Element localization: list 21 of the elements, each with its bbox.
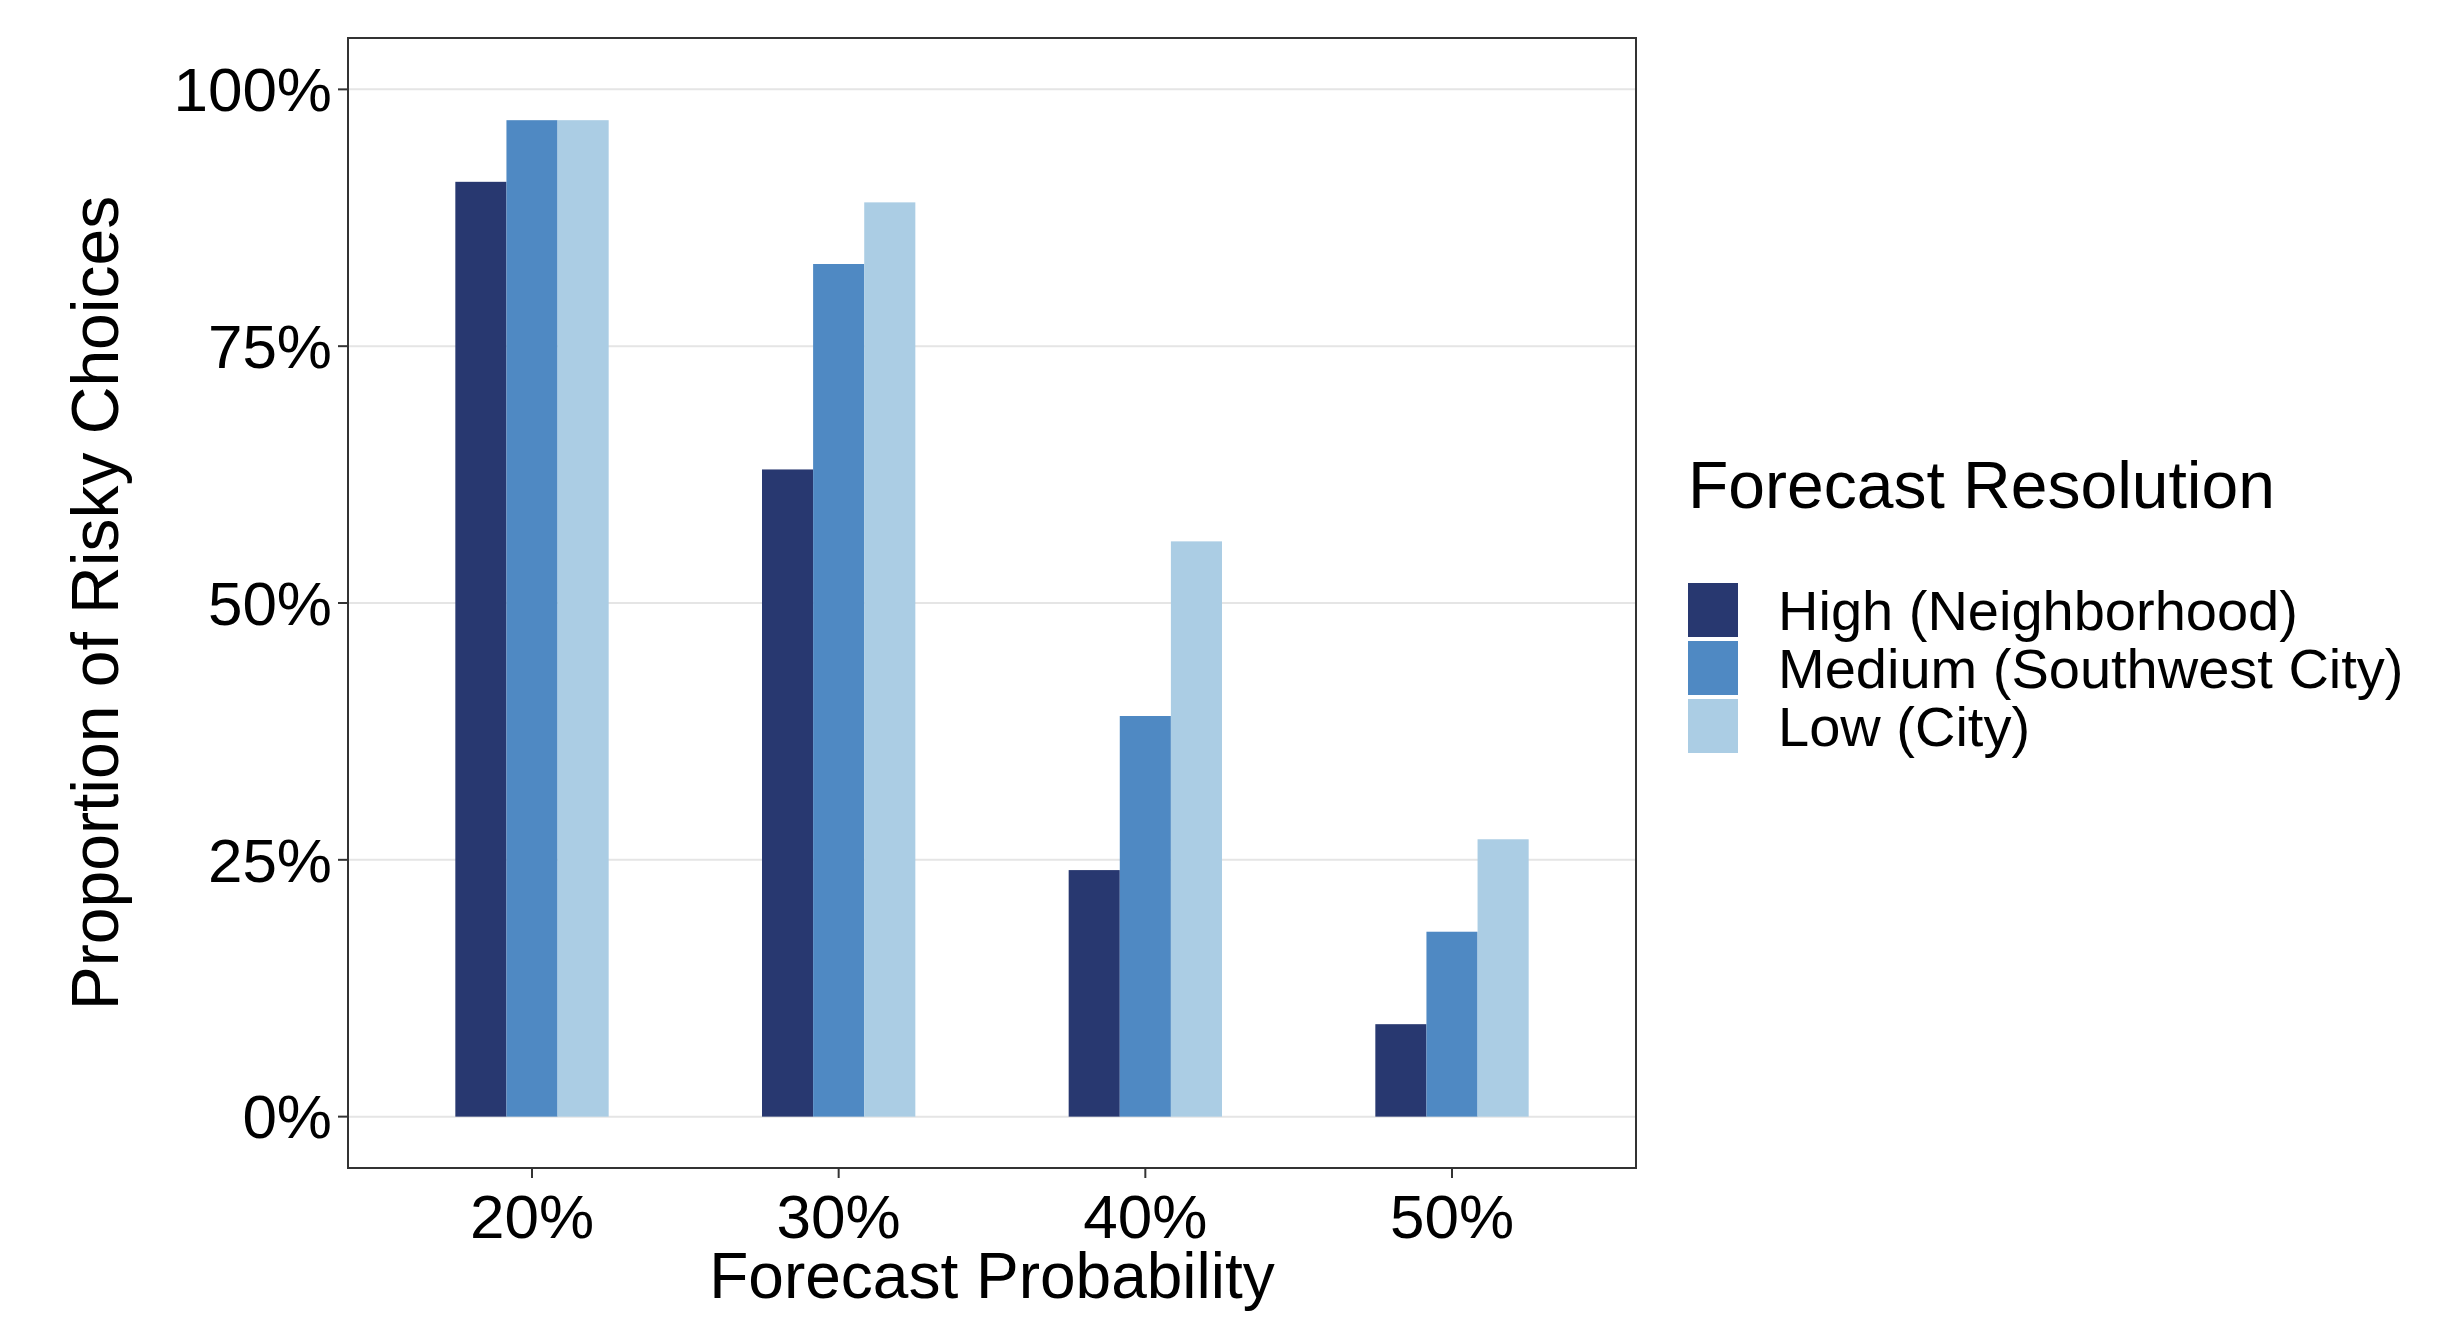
bar xyxy=(1426,931,1478,1117)
y-axis-title: Proportion of Risky Choices xyxy=(58,195,132,1011)
bar xyxy=(506,120,558,1117)
y-tick-label: 0% xyxy=(242,1082,332,1152)
x-tick-label: 20% xyxy=(469,1182,595,1251)
x-tick-label: 50% xyxy=(1389,1182,1515,1251)
bar xyxy=(864,202,916,1117)
y-tick-label: 100% xyxy=(173,55,332,125)
bar xyxy=(1375,1024,1427,1117)
bar xyxy=(455,181,507,1117)
bar xyxy=(762,469,814,1117)
bar xyxy=(813,264,865,1117)
bar xyxy=(1119,716,1171,1117)
bar xyxy=(1477,839,1529,1117)
y-tick-label: 25% xyxy=(207,825,332,895)
y-tick-label: 75% xyxy=(207,311,332,381)
bar xyxy=(1170,541,1222,1117)
y-tick-label: 50% xyxy=(207,568,332,638)
bar xyxy=(557,120,609,1117)
bar xyxy=(1068,870,1120,1117)
legend-title: Forecast Resolution xyxy=(1688,448,2275,522)
